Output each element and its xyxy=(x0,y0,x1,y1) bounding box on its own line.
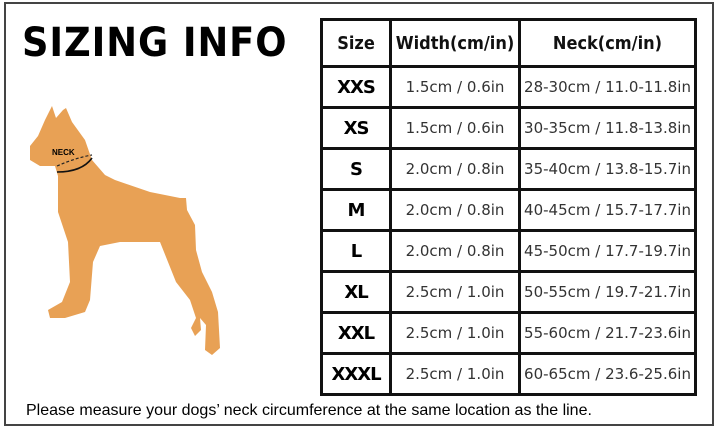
cell-size: XXXL xyxy=(320,352,392,396)
table-row: XXS 1.5cm / 0.6in 28-30cm / 11.0-11.8in xyxy=(320,65,697,109)
size-table: Size Width(cm/in) Neck(cm/in) XXS 1.5cm /… xyxy=(320,18,697,396)
cell-neck: 60-65cm / 23.6-25.6in xyxy=(518,352,697,396)
cell-width: 2.0cm / 0.8in xyxy=(389,147,521,191)
cell-width: 2.0cm / 0.8in xyxy=(389,229,521,273)
cell-neck: 35-40cm / 13.8-15.7in xyxy=(518,147,697,191)
table-row: XXL 2.5cm / 1.0in 55-60cm / 21.7-23.6in xyxy=(320,311,697,355)
cell-size: XXL xyxy=(320,311,392,355)
cell-width: 1.5cm / 0.6in xyxy=(389,65,521,109)
table-row: XS 1.5cm / 0.6in 30-35cm / 11.8-13.8in xyxy=(320,106,697,150)
dog-silhouette xyxy=(30,106,220,355)
neck-label: NECK xyxy=(52,148,75,157)
dog-illustration: NECK xyxy=(30,106,220,355)
measurement-note: Please measure your dogs’ neck circumfer… xyxy=(26,402,592,419)
page-title: SIZING INFO xyxy=(22,20,288,66)
table-row: S 2.0cm / 0.8in 35-40cm / 13.8-15.7in xyxy=(320,147,697,191)
cell-width: 1.5cm / 0.6in xyxy=(389,106,521,150)
cell-neck: 30-35cm / 11.8-13.8in xyxy=(518,106,697,150)
table-header-row: Size Width(cm/in) Neck(cm/in) xyxy=(320,18,697,68)
header-width: Width(cm/in) xyxy=(389,18,521,68)
cell-size: XS xyxy=(320,106,392,150)
cell-neck: 40-45cm / 15.7-17.7in xyxy=(518,188,697,232)
cell-size: XXS xyxy=(320,65,392,109)
cell-width: 2.5cm / 1.0in xyxy=(389,352,521,396)
cell-size: S xyxy=(320,147,392,191)
cell-neck: 28-30cm / 11.0-11.8in xyxy=(518,65,697,109)
neck-line-front xyxy=(56,157,93,173)
table-row: XXXL 2.5cm / 1.0in 60-65cm / 23.6-25.6in xyxy=(320,352,697,396)
cell-neck: 50-55cm / 19.7-21.7in xyxy=(518,270,697,314)
cell-size: M xyxy=(320,188,392,232)
cell-neck: 55-60cm / 21.7-23.6in xyxy=(518,311,697,355)
table-row: M 2.0cm / 0.8in 40-45cm / 15.7-17.7in xyxy=(320,188,697,232)
image-frame xyxy=(4,2,714,426)
cell-width: 2.0cm / 0.8in xyxy=(389,188,521,232)
header-size: Size xyxy=(320,18,392,68)
cell-width: 2.5cm / 1.0in xyxy=(389,311,521,355)
header-neck: Neck(cm/in) xyxy=(518,18,697,68)
cell-size: L xyxy=(320,229,392,273)
table-row: XL 2.5cm / 1.0in 50-55cm / 19.7-21.7in xyxy=(320,270,697,314)
cell-size: XL xyxy=(320,270,392,314)
cell-neck: 45-50cm / 17.7-19.7in xyxy=(518,229,697,273)
cell-width: 2.5cm / 1.0in xyxy=(389,270,521,314)
table-row: L 2.0cm / 0.8in 45-50cm / 17.7-19.7in xyxy=(320,229,697,273)
